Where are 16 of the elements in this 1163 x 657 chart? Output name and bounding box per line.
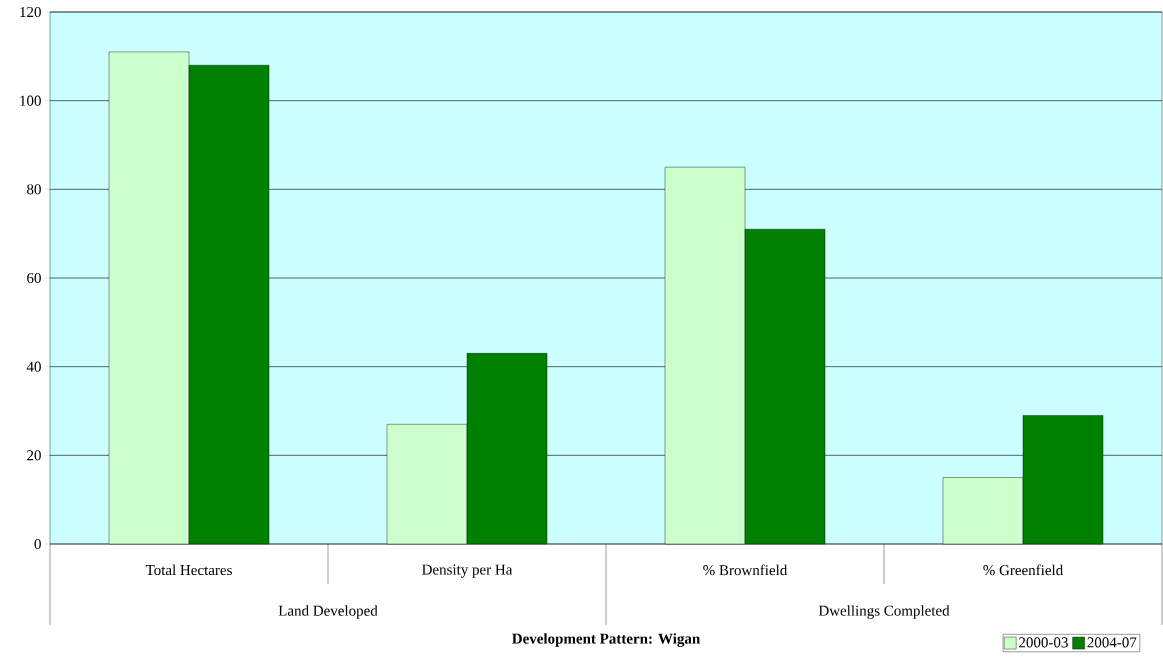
x-tick-label: % Brownfield [703, 564, 788, 576]
text: Dwellings Completed [818, 605, 950, 619]
y-tick-label: 0 [34, 538, 41, 550]
legend-label: 2000-03 [1019, 637, 1068, 648]
y-tick-label: 20 [27, 450, 41, 461]
y-tick-label: 120 [20, 6, 41, 18]
legend-label: 2004-07 [1087, 637, 1137, 648]
text: Land Developed [278, 605, 378, 619]
y-tick-label: 80 [27, 184, 41, 195]
text: Development Pattern: Wigan [512, 633, 701, 647]
x-tick-label: Density per Ha [422, 564, 513, 578]
y-tick-label: 100 [20, 95, 41, 106]
y-tick-label: 40 [26, 361, 41, 372]
y-tick-label: 60 [27, 272, 41, 284]
x-tick-label: Total Hectares [145, 564, 232, 576]
x-tick-label: % Greenfield [983, 564, 1063, 576]
